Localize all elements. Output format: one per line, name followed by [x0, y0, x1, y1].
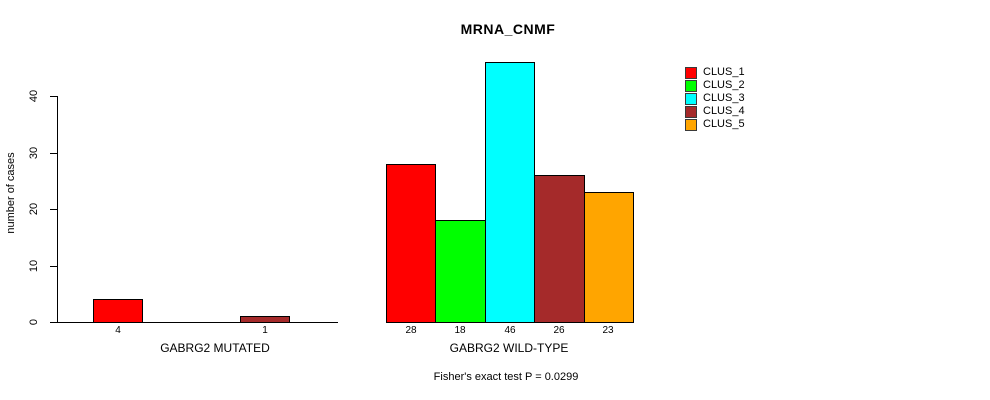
legend-swatch: [685, 79, 697, 92]
bar-value-label: 1: [262, 325, 268, 336]
y-tick-label: 30: [28, 146, 40, 160]
legend-item-clus_4: CLUS_4: [685, 105, 745, 118]
legend-item-clus_1: CLUS_1: [685, 66, 745, 79]
y-tick-mark: [50, 209, 57, 210]
bar-value-label: 28: [405, 325, 417, 336]
bar-clus_3: [485, 62, 535, 323]
bar-value-label: 46: [504, 325, 516, 336]
legend: CLUS_1 CLUS_2 CLUS_3 CLUS_4 CLUS_5: [685, 66, 745, 131]
bar-clus_1: [93, 299, 143, 323]
legend-swatch: [685, 118, 697, 131]
y-axis-line: [57, 96, 58, 323]
bar-value-label: 26: [553, 325, 565, 336]
y-tick-label: 20: [28, 202, 40, 216]
legend-swatch: [685, 66, 697, 79]
group-label-mutated: GABRG2 MUTATED: [160, 341, 270, 355]
legend-item-clus_2: CLUS_2: [685, 79, 745, 92]
bar-clus_2: [435, 220, 486, 323]
bar-value-label: 18: [454, 325, 466, 336]
legend-label: CLUS_4: [703, 105, 745, 117]
legend-label: CLUS_2: [703, 79, 745, 91]
x-axis-line-mutated: [57, 322, 338, 323]
bar-clus_4: [534, 175, 585, 323]
bar-clus_4: [240, 316, 290, 323]
legend-label: CLUS_1: [703, 66, 745, 78]
legend-label: CLUS_3: [703, 92, 745, 104]
legend-label: CLUS_5: [703, 118, 745, 130]
legend-swatch: [685, 105, 697, 118]
bar-clus_1: [386, 164, 436, 323]
y-tick-label: 10: [28, 259, 40, 273]
y-tick-mark: [50, 96, 57, 97]
bar-clus_5: [584, 192, 634, 323]
legend-swatch: [685, 92, 697, 105]
y-tick-mark: [50, 153, 57, 154]
y-tick-mark: [50, 322, 57, 323]
fisher-test-annotation: Fisher's exact test P = 0.0299: [433, 371, 579, 383]
legend-item-clus_3: CLUS_3: [685, 92, 745, 105]
bar-value-label: 4: [115, 325, 121, 336]
chart-title: MRNA_CNMF: [460, 21, 556, 37]
y-tick-mark: [50, 266, 57, 267]
bar-value-label: 23: [602, 325, 614, 336]
y-tick-label: 0: [28, 318, 40, 326]
y-tick-label: 40: [28, 89, 40, 103]
legend-item-clus_5: CLUS_5: [685, 118, 745, 131]
y-axis-label: number of cases: [5, 152, 17, 234]
group-label-wild-type: GABRG2 WILD-TYPE: [449, 341, 569, 355]
